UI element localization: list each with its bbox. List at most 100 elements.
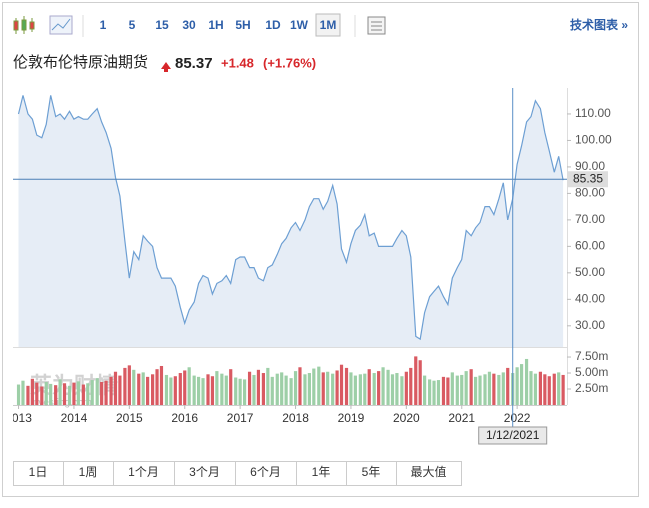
volume-bar [395,373,399,405]
volume-bar [515,367,519,405]
volume-bar [529,371,533,405]
range-label[interactable]: 1周 [79,465,98,479]
volume-bar [256,369,261,405]
volume-bar [441,376,446,405]
x-tick-label: 2020 [393,411,420,425]
range-label[interactable]: 5年 [362,465,381,479]
interval-button[interactable]: 1W [290,18,309,32]
x-tick-label: 2014 [61,411,88,425]
crosshair-label: 1/12/2021 [486,428,540,442]
volume-bar [224,375,228,405]
volume-bar [104,380,108,405]
volume-bar [132,369,136,405]
volume-bar [81,384,85,405]
x-tick-label: 2015 [116,411,143,425]
range-label[interactable]: 1个月 [128,465,159,479]
interval-button[interactable]: 1H [208,18,223,32]
range-button[interactable] [13,461,64,486]
range-button[interactable] [113,461,175,486]
volume-bar [344,367,349,405]
range-button[interactable] [63,461,114,486]
range-button[interactable] [346,461,397,486]
volume-bar [275,373,279,405]
volume-bar [35,382,39,405]
x-tick-label: 2022 [504,411,531,425]
volume-bar [469,369,473,405]
volume-bar [377,371,381,405]
volume-bar [331,373,335,405]
interval-button[interactable]: 15 [155,18,169,32]
crosshair-box [478,426,548,445]
range-button[interactable] [296,461,347,486]
volume-bar [519,364,524,405]
vol-tick-label: 7.50m [575,349,608,363]
change-pct: (+1.76%) [263,55,316,70]
volume-bar [169,377,173,405]
volume-bar [127,365,131,405]
volume-bar [62,383,67,405]
volume-bar [284,375,288,405]
volume-bar [201,378,205,405]
volume-bar [196,376,201,405]
volume-bar [76,381,80,405]
volume-bar [492,373,496,405]
volume-bar [335,370,339,405]
interval-button[interactable]: 30 [182,18,196,32]
y-tick-label: 40.00 [575,292,605,306]
volume-bar [473,376,478,405]
interval-button[interactable]: 5H [235,18,250,32]
tech-chart-link[interactable]: 技术图表 » [570,17,628,32]
volume-bar [164,374,169,405]
volume-bar [252,374,256,405]
range-label[interactable]: 最大值 [410,464,446,479]
interval-button[interactable]: 5 [129,18,136,32]
volume-bar [358,374,362,405]
volume-bar [266,367,270,405]
volume-bar [118,375,122,405]
last-price-label: 85.35 [573,171,603,185]
last-price: 85.37 [175,55,213,72]
volume-bar [58,379,62,405]
volume-bar [307,373,311,405]
y-tick-label: 30.00 [575,318,605,332]
volume-bar [109,376,113,405]
volume-bar [367,369,371,405]
volume-bar [436,380,441,405]
volume-bar [317,366,321,405]
volume-bar [386,369,390,405]
volume-bar [113,371,118,405]
range-label[interactable]: 1年 [312,465,331,479]
volume-bar [455,375,459,405]
volume-bar [321,372,325,405]
area-icon[interactable] [49,15,73,35]
volume-bar [450,372,454,405]
candle-icon[interactable] [13,16,35,34]
volume-bar [404,371,408,405]
volume-bar [538,371,543,405]
layout-icon[interactable] [367,16,386,35]
volume-bar [381,367,385,405]
volume-bar [146,376,150,405]
volume-bar [557,372,561,405]
range-button[interactable] [396,461,462,486]
interval-button[interactable]: 1D [265,18,281,32]
volume-bar [312,368,316,405]
volume-bar [183,370,187,405]
range-label[interactable]: 3个月 [189,465,220,479]
price-line [17,95,564,341]
range-button[interactable] [235,461,297,486]
x-tick-label: 2018 [282,411,309,425]
volume-bar [155,369,159,405]
volume-bar [137,373,141,405]
volume-bar [533,373,538,405]
vol-tick-label: 2.50m [575,381,608,395]
interval-button[interactable]: 1 [100,18,107,32]
interval-button[interactable]: 1M [320,18,337,32]
volume-bar [428,379,432,405]
volume-bar [40,386,44,405]
volume-bar [400,376,404,405]
volume-bar [192,375,196,405]
range-label[interactable]: 1日 [29,465,48,479]
range-label[interactable]: 6个月 [250,465,281,479]
